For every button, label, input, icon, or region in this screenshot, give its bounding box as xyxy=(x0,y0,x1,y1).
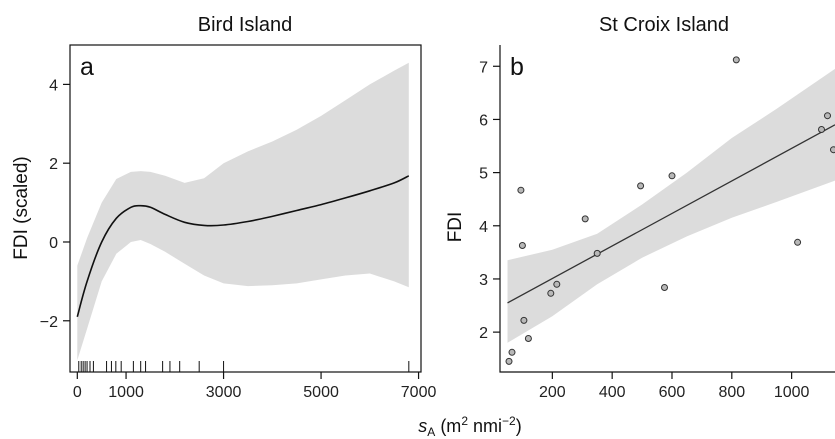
panel-a-title: Bird Island xyxy=(198,14,293,36)
panel-b-fit-line xyxy=(507,124,835,304)
shared-x-label: sA (m2 nmi−2) xyxy=(418,414,521,439)
panel-a-bird-island: Bird Island −2 0 2 4 0 1000 3000 5000 7000 a FD… xyxy=(11,14,436,401)
panel-a-frame xyxy=(69,44,422,373)
data-point xyxy=(668,172,676,180)
panel-b-x-tick-label: 800 xyxy=(718,384,745,401)
panel-b-y-tick-label: 4 xyxy=(479,219,488,236)
panel-a-x-tick-label: 5000 xyxy=(303,384,339,401)
data-point xyxy=(794,238,802,246)
panel-b-y-axis: 2 3 4 5 6 7 xyxy=(479,59,500,342)
panel-b-y-tick-label: 5 xyxy=(479,166,488,183)
panel-b-confidence-band xyxy=(507,68,835,343)
panel-b-x-tick-label: 200 xyxy=(539,384,566,401)
data-point xyxy=(661,284,668,291)
panel-b-letter: b xyxy=(510,53,524,81)
panel-a-x-tick-label: 7000 xyxy=(401,384,437,401)
panel-a-x-tick-label: 3000 xyxy=(206,384,242,401)
panel-a-y-tick-label: 0 xyxy=(49,235,58,252)
panel-b-x-tick-label: 600 xyxy=(659,384,686,401)
panel-b-y-label: FDI xyxy=(445,212,466,243)
data-point xyxy=(547,289,555,297)
panel-a-confidence-band xyxy=(77,62,409,361)
panel-b-x-tick-label: 1000 xyxy=(774,384,810,401)
panel-a-y-tick-label: 4 xyxy=(49,77,58,94)
panel-b-axes xyxy=(499,45,835,373)
data-point xyxy=(553,280,561,288)
panel-a-x-axis: 0 1000 3000 5000 7000 xyxy=(73,372,437,401)
data-point xyxy=(824,112,831,120)
panel-b-y-tick-label: 7 xyxy=(479,59,488,76)
data-point xyxy=(518,242,526,249)
data-point xyxy=(581,215,589,223)
panel-b-x-axis: 200 400 600 800 1000 xyxy=(539,372,810,401)
data-point xyxy=(637,182,645,190)
panel-a-y-tick-label: −2 xyxy=(40,314,58,331)
panel-b-x-tick-label: 400 xyxy=(599,384,626,401)
data-point xyxy=(517,186,525,194)
panel-a-x-tick-label: 1000 xyxy=(108,384,144,401)
panel-b-title: St Croix Island xyxy=(599,14,729,36)
data-point xyxy=(520,316,528,324)
panel-b-y-tick-label: 2 xyxy=(479,325,488,342)
panel-b-y-tick-label: 6 xyxy=(479,112,488,129)
data-point xyxy=(524,335,532,342)
panel-b-y-tick-label: 3 xyxy=(479,272,488,289)
panel-a-y-axis: −2 0 2 4 xyxy=(40,77,70,331)
data-point xyxy=(732,56,740,64)
data-point xyxy=(830,146,835,154)
panel-a-y-tick-label: 2 xyxy=(49,156,58,173)
panel-a-letter: a xyxy=(80,53,94,81)
panel-a-x-tick-label: 0 xyxy=(73,384,82,401)
data-point xyxy=(505,357,513,365)
panel-a-fit-line xyxy=(76,175,410,318)
data-point xyxy=(818,126,825,133)
panel-a-rug xyxy=(78,361,410,372)
panel-b-points xyxy=(505,56,835,365)
panel-a-y-label: FDI (scaled) xyxy=(11,156,32,259)
data-point xyxy=(593,249,601,257)
data-point xyxy=(508,348,516,356)
